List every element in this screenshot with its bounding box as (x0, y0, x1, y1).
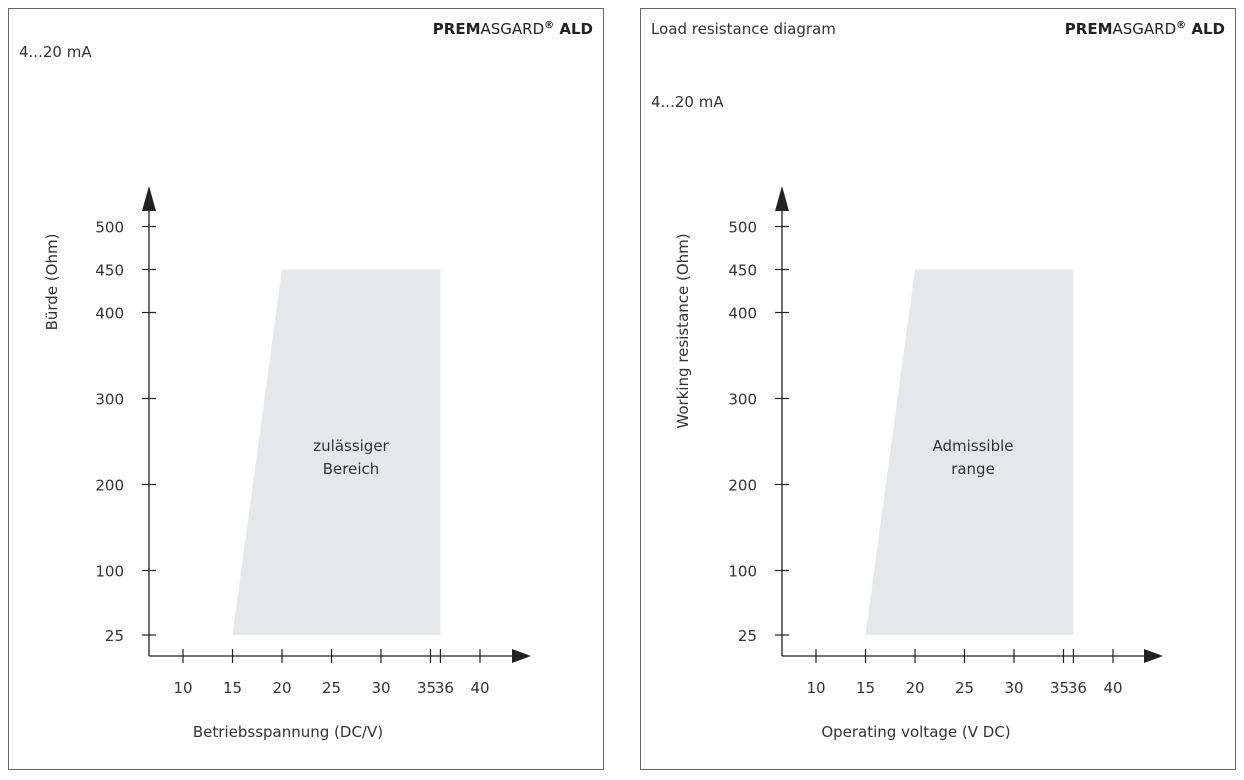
current-range-label: 4...20 mA (651, 93, 724, 111)
chart-panel-german: 10 15 20 25 30 35 36 40 25 100 200 300 400 450 500 Bürd… (8, 8, 604, 770)
y-axis-arrow (775, 186, 789, 211)
x-tick-label: 40 (470, 679, 489, 697)
x-tick-label: 20 (272, 679, 291, 697)
x-tick-label: 35 (1050, 679, 1069, 697)
y-tick-label: 450 (95, 262, 124, 280)
y-tick-label: 300 (728, 391, 757, 409)
x-tick-label: 30 (371, 679, 390, 697)
x-tick-label: 36 (435, 679, 454, 697)
region-label: Bereich (323, 460, 380, 478)
x-tick-label: 25 (322, 679, 341, 697)
x-tick-label: 10 (806, 679, 825, 697)
y-tick-label: 200 (95, 477, 124, 495)
region-label: Admissible (932, 437, 1013, 455)
x-axis-label: Betriebsspannung (DC/V) (193, 723, 383, 741)
y-tick-label: 500 (728, 219, 757, 237)
x-tick-label: 30 (1004, 679, 1023, 697)
y-tick-label: 500 (95, 219, 124, 237)
brand-logo: PREMASGARD® ALD (1065, 20, 1225, 38)
region-label: zulässiger (313, 437, 389, 455)
y-tick-label: 400 (95, 305, 124, 323)
y-tick-label: 25 (738, 627, 757, 645)
x-tick-label: 15 (223, 679, 242, 697)
admissible-region (232, 269, 441, 635)
y-axis-arrow (142, 186, 156, 211)
y-axis-label: Working resistance (Ohm) (674, 233, 692, 428)
x-axis-label: Operating voltage (V DC) (821, 723, 1010, 741)
brand-logo: PREMASGARD® ALD (433, 20, 593, 38)
x-tick-label: 35 (417, 679, 436, 697)
region-label: range (951, 460, 995, 478)
x-tick-label: 10 (173, 679, 192, 697)
y-tick-label: 450 (728, 262, 757, 280)
x-tick-label: 25 (955, 679, 974, 697)
current-range-label: 4...20 mA (19, 43, 92, 61)
chart-title: Load resistance diagram (651, 20, 836, 38)
y-tick-label: 100 (728, 563, 757, 581)
x-tick-label: 15 (856, 679, 875, 697)
y-tick-label: 400 (728, 305, 757, 323)
x-axis-arrow (512, 649, 531, 663)
y-tick-label: 100 (95, 563, 124, 581)
admissible-region (865, 269, 1074, 635)
x-tick-label: 20 (905, 679, 924, 697)
x-tick-label: 40 (1103, 679, 1122, 697)
y-tick-label: 200 (728, 477, 757, 495)
x-tick-label: 36 (1068, 679, 1087, 697)
x-axis-arrow (1144, 649, 1163, 663)
y-tick-label: 300 (95, 391, 124, 409)
chart-panel-english: 10 15 20 25 30 35 36 40 25 100 200 300 400 450 500 Work… (640, 8, 1236, 770)
y-tick-label: 25 (105, 627, 124, 645)
y-axis-label: Bürde (Ohm) (43, 234, 61, 331)
